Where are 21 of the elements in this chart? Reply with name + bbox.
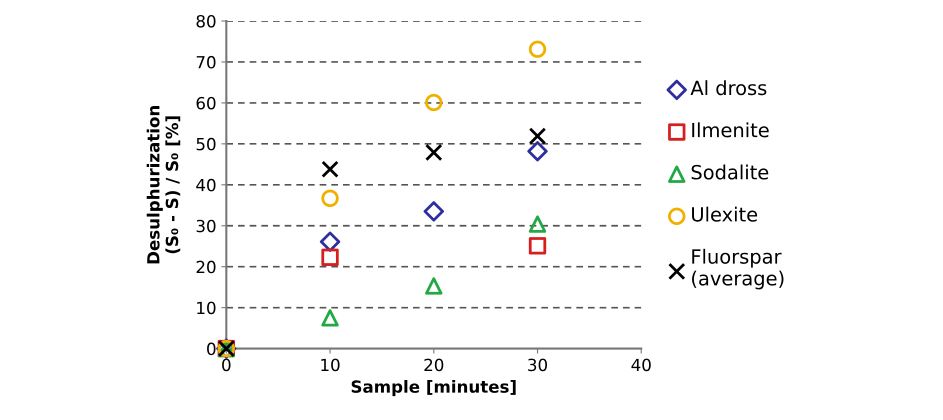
legend-label: Ilmenite [692,122,769,138]
x-tick-label: 40 [631,358,651,372]
x-axis-title: Sample [minutes] [352,380,516,396]
y-tick-label: 80 [196,14,216,28]
y-tick-label: 70 [196,56,216,69]
y-tick-label: 50 [196,138,216,150]
y-tick-label: 40 [196,178,216,192]
legend-label: Ulexite [692,206,758,222]
y-axis-title: Desulphurization (S₀ - S) / S₀ [%] [146,106,180,264]
legend-label: Fluorspar (average) [692,248,784,290]
x-tick-label: 10 [321,358,340,372]
x-tick-label: 0 [222,358,231,372]
y-tick-label: 30 [196,220,216,232]
y-tick-label: 60 [196,96,216,110]
y-tick-label: 0 [207,342,216,356]
x-tick-label: 20 [424,358,444,372]
y-tick-label: 10 [197,302,216,314]
x-tick-label: 30 [528,358,548,372]
legend-label: Sodalite [692,164,768,180]
y-tick-label: 20 [196,260,216,274]
legend-label: Al dross [690,80,766,96]
